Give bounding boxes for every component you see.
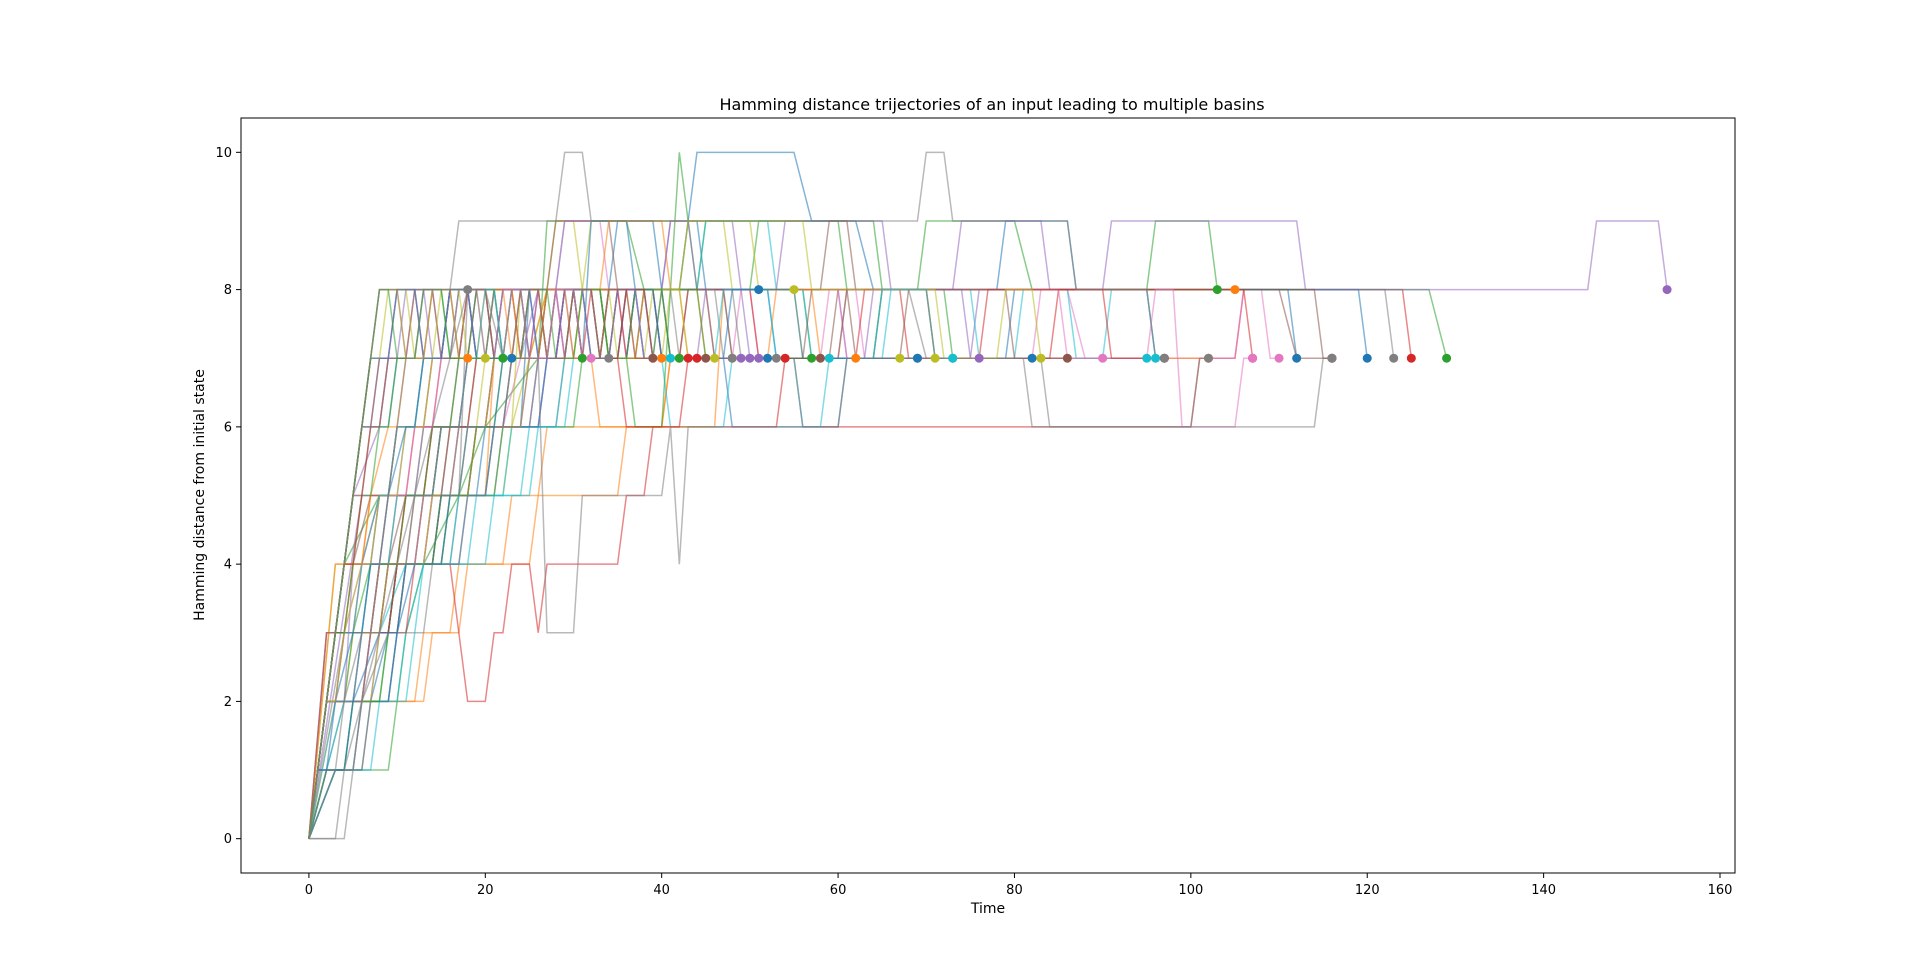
series-endpoint-21 (1362, 353, 1372, 363)
x-tick-label: 120 (1355, 883, 1380, 898)
series-endpoint-27 (1248, 353, 1258, 363)
series-endpoint-42 (807, 353, 817, 363)
series-endpoint-45 (815, 353, 825, 363)
series-endpoint-1 (1292, 353, 1302, 363)
series-endpoint-14 (780, 353, 790, 363)
plot-frame (240, 117, 1736, 874)
series-line-30 (308, 220, 830, 839)
series-endpoint-61 (463, 353, 473, 363)
series-endpoint-62 (498, 353, 508, 363)
series-endpoint-63 (463, 285, 473, 295)
series-endpoint-30 (824, 353, 834, 363)
series-endpoint-3 (1212, 285, 1222, 295)
series-endpoint-25 (1662, 285, 1672, 295)
series-endpoint-7 (1274, 353, 1284, 363)
series-endpoint-4 (1406, 353, 1416, 363)
y-tick-label: 4 (224, 558, 232, 573)
series-endpoint-10 (1151, 353, 1161, 363)
series-endpoint-13 (1442, 353, 1452, 363)
series-endpoint-31 (754, 285, 764, 295)
series-endpoint-54 (745, 353, 755, 363)
series-endpoint-55 (648, 353, 658, 363)
x-tick-label: 60 (830, 883, 847, 898)
series-endpoint-20 (1142, 353, 1152, 363)
series-endpoint-64 (1159, 353, 1169, 363)
series-endpoint-53 (683, 353, 693, 363)
x-tick-label: 80 (1006, 883, 1023, 898)
series-endpoint-17 (1098, 353, 1108, 363)
y-axis: 0 2 4 6 8 10 (215, 146, 241, 847)
series-endpoint-29 (789, 285, 799, 295)
series-line-64 (308, 151, 1165, 840)
series-endpoint-60 (507, 353, 517, 363)
series-endpoint-15 (754, 353, 764, 363)
series-endpoint-39 (948, 353, 958, 363)
series-endpoint-38 (1036, 353, 1046, 363)
x-tick-label: 40 (653, 883, 670, 898)
y-tick-label: 6 (224, 420, 232, 435)
series-endpoint-56 (586, 353, 596, 363)
series-endpoint-22 (1230, 285, 1240, 295)
x-tick-label: 160 (1708, 883, 1733, 898)
series-endpoint-52 (674, 353, 684, 363)
series-endpoint-8 (1389, 353, 1399, 363)
y-axis-label: Hamming distance from initial state (192, 369, 208, 621)
series-endpoint-58 (480, 353, 490, 363)
x-tick-label: 140 (1531, 883, 1556, 898)
series-endpoint-50 (763, 353, 773, 363)
series-endpoint-40 (912, 353, 922, 363)
series-line-63 (308, 288, 468, 839)
series-endpoint-35 (974, 353, 984, 363)
chart-title: Hamming distance trijectories of an inpu… (719, 95, 1264, 114)
series-endpoint-33 (577, 353, 587, 363)
series-endpoint-48 (710, 353, 720, 363)
y-tick-label: 2 (224, 695, 232, 710)
series-endpoint-51 (657, 353, 667, 363)
x-tick-label: 0 (305, 883, 313, 898)
series-endpoint-36 (1062, 353, 1072, 363)
series-endpoint-43 (692, 353, 702, 363)
y-tick-label: 10 (215, 146, 232, 161)
y-tick-label: 8 (224, 283, 232, 298)
series-endpoint-49 (666, 353, 675, 363)
series-endpoint-47 (727, 353, 737, 363)
series-endpoint-65 (1203, 353, 1213, 363)
endpoint-marker-layer (463, 285, 1672, 363)
series-endpoint-19 (930, 353, 940, 363)
x-tick-label: 100 (1178, 883, 1203, 898)
x-tick-label: 20 (477, 883, 494, 898)
x-axis-label: Time (970, 901, 1005, 917)
series-endpoint-44 (736, 353, 746, 363)
series-endpoint-37 (771, 353, 781, 363)
series-endpoint-9 (895, 353, 905, 363)
x-axis: 0 20 40 60 80 100 120 140 160 (305, 873, 1733, 898)
series-endpoint-16 (701, 353, 711, 363)
y-tick-label: 0 (224, 832, 232, 847)
series-endpoint-28 (1327, 353, 1337, 363)
series-endpoint-57 (604, 353, 614, 363)
series-endpoint-11 (1027, 353, 1037, 363)
series-endpoint-32 (851, 353, 861, 363)
